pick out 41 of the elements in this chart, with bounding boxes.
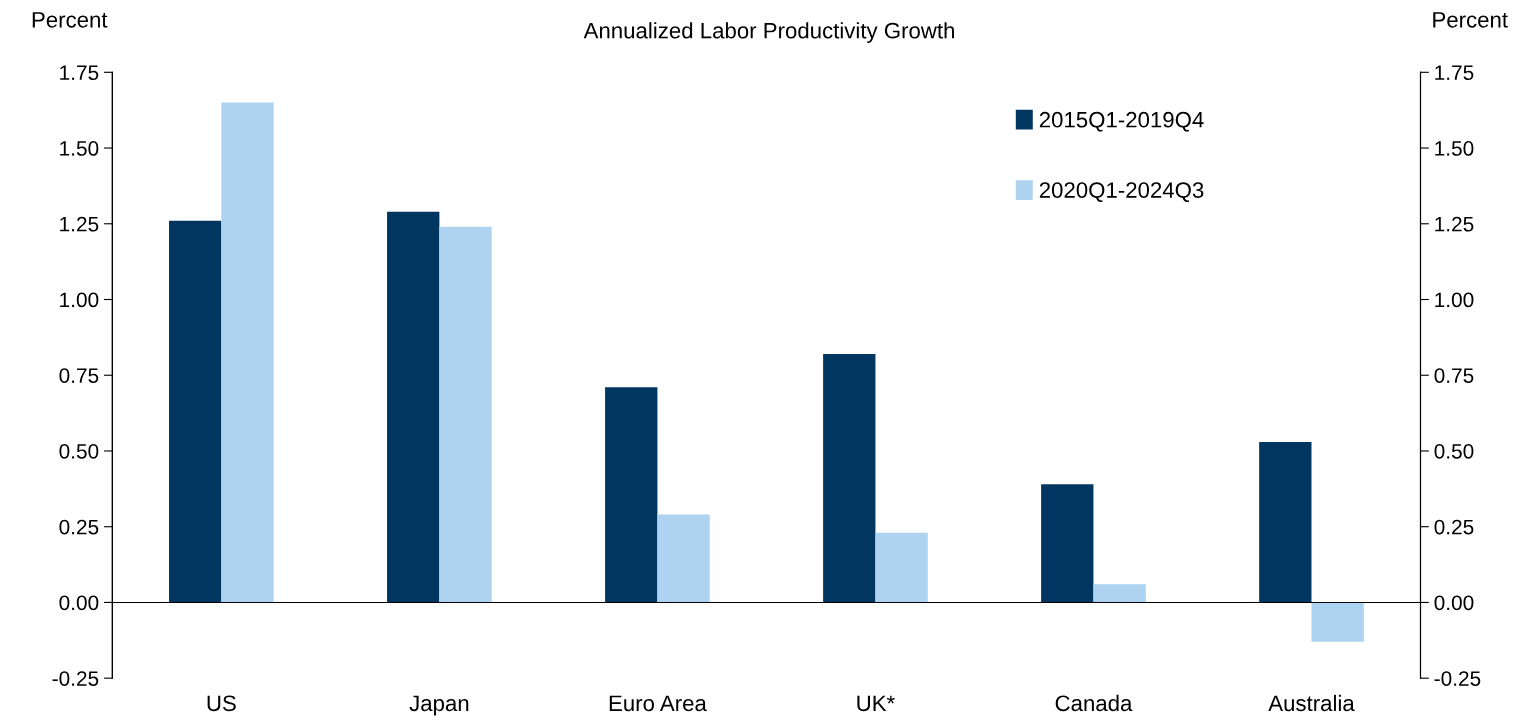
x-tick-label: Australia: [1268, 694, 1355, 712]
bar: [657, 514, 710, 603]
y2-tick-label: 0.25: [1434, 519, 1474, 535]
legend-label: 2020Q1-2024Q3: [1039, 182, 1204, 202]
x-tick-label: Japan: [409, 695, 469, 716]
y-tick-label: -0.25: [52, 671, 99, 686]
bar: [387, 211, 440, 603]
bar: [169, 220, 222, 603]
y2-tick-label: 1.25: [1435, 216, 1474, 232]
bar: [823, 354, 876, 603]
y2-tick-label: 1.50: [1435, 141, 1474, 156]
chart-title: Annualized Labor Productivity Growth: [583, 22, 954, 43]
y-tick-label: 1.75: [60, 65, 99, 81]
y-tick-label: 0.25: [59, 519, 99, 535]
bar: [1259, 441, 1312, 603]
y2-tick-label: 0.50: [1434, 443, 1474, 459]
bar: [605, 387, 658, 603]
y2-tick-label: 1.75: [1435, 65, 1474, 81]
y-tick-label: 1.50: [60, 141, 99, 156]
y-tick-label: 0.75: [59, 368, 99, 383]
x-tick-label: Canada: [1055, 694, 1133, 712]
legend-label: 2015Q1-2019Q4: [1039, 111, 1204, 132]
bar: [1093, 584, 1146, 603]
y2-tick-label: -0.25: [1434, 671, 1481, 686]
y2-axis-title: Percent: [1433, 12, 1508, 28]
x-tick-label: Euro Area: [609, 695, 707, 712]
x-tick-label: UK*: [857, 695, 895, 712]
bar: [1311, 602, 1364, 642]
y-axis-title: Percent: [32, 12, 108, 28]
bar: [439, 226, 492, 603]
y-tick-label: 0.50: [59, 443, 99, 459]
bar: [1041, 484, 1094, 603]
x-tick-label: US: [207, 695, 236, 712]
y2-tick-label: 0.00: [1434, 595, 1474, 611]
y-tick-label: 0.00: [59, 595, 99, 611]
y2-tick-label: 0.75: [1434, 368, 1474, 383]
bar: [875, 532, 928, 603]
y-tick-label: 1.25: [60, 216, 99, 232]
bar: [221, 102, 274, 603]
y2-tick-label: 1.00: [1435, 292, 1474, 308]
y-tick-label: 1.00: [60, 292, 99, 308]
